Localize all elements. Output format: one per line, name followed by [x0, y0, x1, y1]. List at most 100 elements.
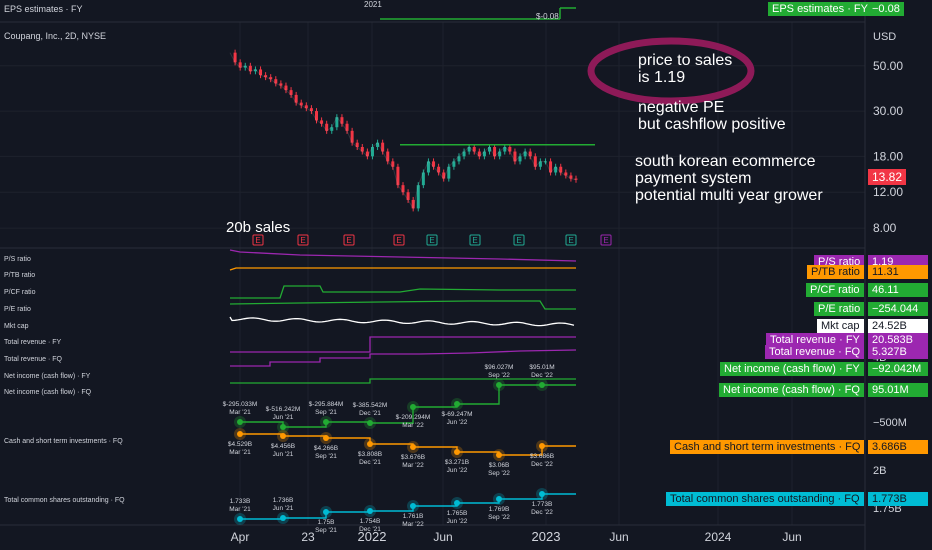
eps-tag-value: −0.08 [872, 3, 900, 15]
note-line-6: payment system [635, 170, 752, 187]
cash-investments-point [367, 441, 373, 447]
shares-outstanding-point [410, 503, 416, 509]
earnings-marker-label: E [516, 236, 521, 245]
net-income-fq-point [496, 382, 502, 388]
candle-body [248, 65, 252, 72]
mkt-cap-line [229, 316, 575, 327]
candle-body [437, 166, 441, 173]
net-income-fq-date-label: Sep '21 [315, 409, 337, 416]
symbol-title: Coupang, Inc., 2D, NYSE [4, 31, 107, 41]
candle-body [533, 156, 537, 167]
indicator-tag-value: −254.044 [868, 302, 928, 316]
candle-body [233, 52, 237, 63]
cash-investments-date-label: Dec '22 [531, 461, 553, 468]
net-income-fq-point [323, 419, 329, 425]
candle-body [457, 156, 461, 162]
candle-body [493, 146, 497, 157]
cash-investments-value-label: $4.529B [228, 441, 252, 448]
candle-body [508, 146, 512, 152]
candle-body [518, 156, 522, 162]
shares-outstanding-value-label: 1.769B [489, 506, 510, 513]
indicator-tag-value: 95.01M [868, 383, 928, 397]
cash-investments-value-label: $4.456B [271, 443, 295, 450]
indicator-label: Cash and short term investments · FQ [4, 438, 123, 445]
shares-outstanding-value-label: 1.736B [273, 497, 294, 504]
candle-body [482, 151, 486, 157]
candle-body [564, 172, 568, 176]
indicator-tag-value: 3.686B [868, 440, 928, 454]
note-business: south korean ecommerce payment system pote… [635, 153, 823, 204]
shares-outstanding-date-label: Sep '21 [315, 527, 337, 534]
earnings-marker [600, 234, 612, 246]
net-income-fq-value-label: $-209.294M [396, 414, 431, 421]
note-line-4: but cashflow positive [638, 116, 786, 133]
shares-outstanding-date-label: Mar '21 [229, 506, 251, 513]
net-income-fq-value-label: $-295.884M [309, 401, 344, 408]
net-income-fq-date-label: Jun '22 [447, 419, 468, 426]
indicator-label: P/TB ratio [4, 272, 35, 279]
candle-body [381, 142, 385, 152]
candle-body [406, 192, 410, 200]
indicator-label: Total revenue · FY [4, 339, 62, 346]
earnings-marker-label: E [255, 236, 260, 245]
indicator-tag-value: 1.773B [868, 492, 928, 506]
shares-outstanding-date-label: Dec '21 [359, 526, 381, 533]
indicator-tag-label: Total revenue · FY [766, 333, 864, 347]
cash-investments-date-label: Sep '21 [315, 453, 337, 460]
shares-outstanding-date-label: Mar '22 [402, 521, 424, 528]
earnings-marker [469, 234, 481, 246]
indicator-tag-label: Net income (cash flow) · FQ [719, 383, 864, 397]
price-axis-label: 8.00 [873, 221, 897, 235]
time-axis-tick-label: Jun [609, 530, 628, 544]
cash-investments-value-label: $4.266B [314, 445, 338, 452]
net-income-fq-date-label: Dec '21 [359, 410, 381, 417]
price-axis-label: 12.00 [873, 185, 903, 199]
eps-tag-label: EPS estimates · FY [772, 3, 868, 15]
cash-investments-date-label: Mar '21 [229, 449, 251, 456]
candle-body [432, 161, 436, 167]
candle-body [360, 146, 364, 152]
shares-outstanding-value-label: 1.773B [532, 501, 553, 508]
net-income-fq-date-label: Sep '22 [488, 372, 510, 379]
indicator-label: P/S ratio [4, 256, 31, 263]
currency-label: USD [873, 31, 897, 43]
cash-investments-point [280, 433, 286, 439]
note-pe: negative PE but cashflow positive [638, 99, 786, 133]
candle-body [574, 178, 578, 180]
candle-body [243, 65, 247, 68]
eps-year-label: 2021 [364, 0, 382, 9]
candle-body [462, 151, 466, 157]
note-line-1: price to sales [638, 52, 733, 69]
candle-body [488, 146, 491, 152]
indicator-label: Mkt cap [4, 323, 29, 330]
net-income-fq-point [280, 424, 286, 430]
indicator-tag-label: P/E ratio [814, 302, 865, 316]
indicator-tag-label: Total common shares outstanding · FQ [666, 492, 864, 506]
candle-body [498, 151, 502, 157]
grid-lines [0, 22, 865, 525]
earnings-marker-label: E [396, 236, 401, 245]
candle-body [325, 123, 329, 131]
indicator-tag-label: Total revenue · FQ [765, 345, 865, 359]
candle-body [523, 151, 527, 157]
note-sales: 20b sales [226, 219, 291, 236]
candle-body [513, 151, 517, 162]
time-axis-tick-label: 2022 [358, 529, 387, 544]
candle-body [253, 69, 257, 72]
shares-outstanding-point [237, 516, 243, 522]
candle-body [370, 146, 374, 157]
cash-investments-date-label: Sep '22 [488, 470, 510, 477]
highlight-circle [587, 37, 755, 105]
indicator-label: P/CF ratio [4, 289, 36, 296]
cash-investments-value-label: $3.808B [358, 451, 382, 458]
indicator-label: Net income (cash flow) · FY [4, 373, 91, 380]
axes: Apr 23 2022 Jun 2023 Jun 2024 Jun 50.00 30.00 18.0… [231, 59, 907, 544]
cash-investments-point [454, 449, 460, 455]
shares-outstanding-date-label: Sep '22 [488, 514, 510, 521]
sub-axis-label: 2B [873, 465, 886, 477]
cash-investments-value-label: $3.06B [489, 462, 510, 469]
candle-body [538, 161, 542, 167]
price-series-line [229, 52, 577, 210]
price-axis-label: 50.00 [873, 59, 903, 73]
